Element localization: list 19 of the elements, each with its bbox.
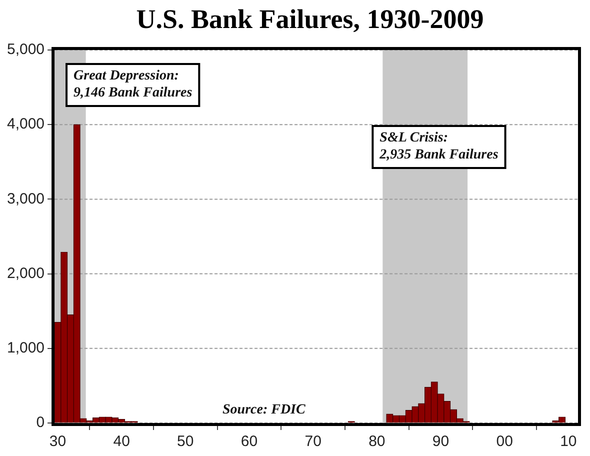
x-tick-label: 90 — [432, 433, 450, 450]
y-tick-label: 5,000 — [6, 41, 45, 58]
band-label: Great Depression: 9,146 Bank Failures — [74, 68, 193, 101]
x-tick-label: 30 — [49, 433, 66, 450]
y-tick-label: 3,000 — [6, 190, 45, 208]
x-tick-label: 80 — [368, 433, 386, 450]
x-tick-label: 40 — [113, 433, 130, 450]
annotation: Source: FDIC — [222, 402, 306, 418]
y-tick-label: 4,000 — [6, 116, 45, 133]
band-label: S&L Crisis: 2,935 Bank Failures — [378, 130, 499, 163]
chart-title: U.S. Bank Failures, 1930-2009 — [135, 4, 485, 36]
x-tick-label: 60 — [240, 433, 258, 450]
x-tick-label: 70 — [304, 433, 322, 450]
y-tick-label: 2,000 — [6, 264, 45, 282]
x-tick-label: 10 — [560, 433, 577, 450]
x-tick-label: 50 — [177, 433, 194, 450]
y-tick-label: 0 — [36, 414, 45, 432]
x-tick-label: 00 — [496, 433, 513, 450]
y-tick-label: 1,000 — [6, 340, 45, 357]
